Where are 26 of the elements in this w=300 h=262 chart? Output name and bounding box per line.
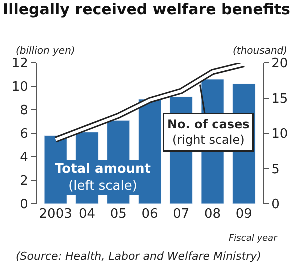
y2-tick-label: 20 [272,56,288,72]
series-label: No. of cases (right scale) [168,118,250,148]
x-tick-label: 05 [110,207,127,222]
y2-tick-label: 15 [272,92,288,107]
x-tick-label: 09 [236,207,252,222]
y-tick-label: 2 [20,174,28,190]
x-tick-label: 2003 [39,207,72,222]
y2-tick-label: 0 [272,198,280,213]
x-tick-label: 08 [204,207,222,222]
y-tick-label: 12 [12,56,28,72]
y-tick-label: 4 [20,150,28,166]
y-axis-title: (billion yen) [16,46,76,57]
y2-axis-title: (thousand) [233,46,288,57]
y2-tick-label: 5 [272,162,280,178]
text: (Source: Health, Labor and Welfare Ministry) [16,250,262,262]
x-tick-label: 07 [173,207,190,222]
x-tick-label: 04 [78,207,96,222]
series-label: Total amount (left scale) [55,162,152,194]
y-tick-label: 8 [20,104,28,119]
y-tick-label: 10 [12,80,28,96]
x-tick-label: 06 [142,207,158,222]
y-tick-label: 6 [20,127,28,142]
x-axis-title: Fiscal year [229,234,279,244]
y2-tick-label: 10 [272,127,288,142]
y-tick-label: 0 [20,198,28,213]
chart-title: Illegally received welfare benefits [3,0,291,18]
